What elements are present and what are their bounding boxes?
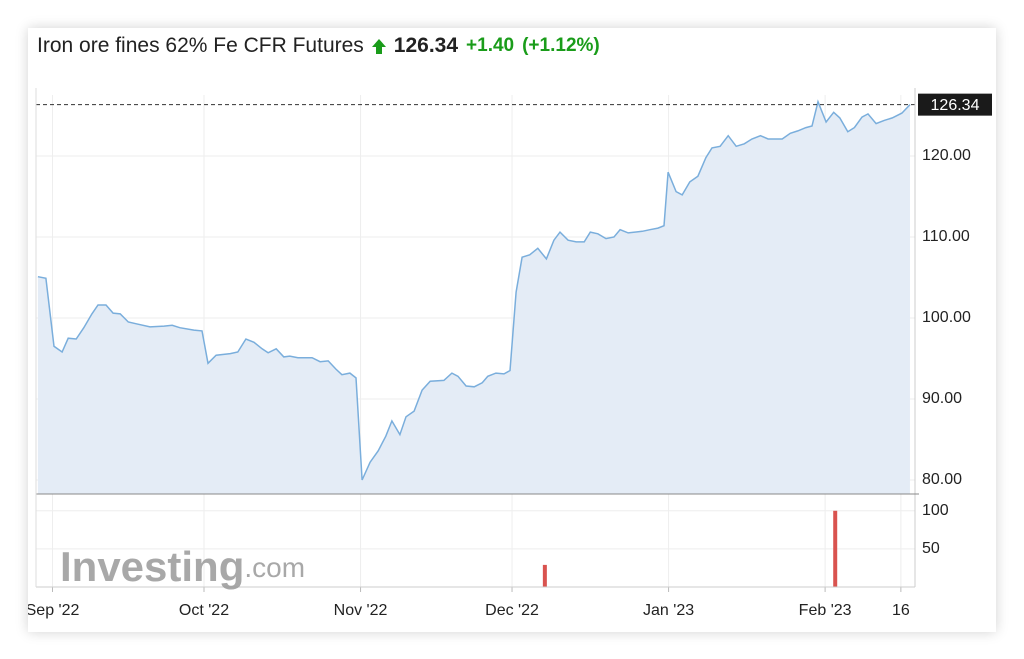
x-tick-label: Sep '22	[26, 602, 80, 619]
last-price-box	[918, 93, 992, 116]
y-tick-label: 100	[922, 502, 949, 519]
y-tick-label: 80.00	[922, 471, 962, 488]
y-tick-label: 110.00	[922, 228, 970, 245]
x-tick-label: Oct '22	[179, 602, 229, 619]
x-tick-label: 16	[892, 602, 910, 619]
y-tick-label: 90.00	[922, 390, 962, 407]
x-tick-label: Feb '23	[799, 602, 852, 619]
change-pct: (+1.12%)	[522, 35, 600, 56]
y-tick-label: 120.00	[922, 147, 971, 164]
up-arrow	[371, 39, 386, 54]
watermark-brand: Investing	[60, 543, 244, 590]
watermark-suffix: .com	[244, 552, 305, 583]
x-tick-label: Dec '22	[485, 602, 539, 619]
y-tick-label: 100.00	[922, 309, 971, 326]
last-price-label: 126.34	[931, 97, 980, 114]
change: +1.40	[466, 35, 515, 56]
header: Iron ore fines 62% Fe CFR Futures 126.34…	[37, 34, 600, 58]
volume-bar	[833, 510, 838, 587]
y-tick-label: 50	[922, 540, 940, 557]
x-tick-label: Nov '22	[334, 602, 388, 619]
plot: 126.34 80.00 90.00 100.00 110.00 120.00 50 100 S…	[26, 88, 992, 619]
price: 126.34	[393, 34, 459, 57]
x-tick-label: Jan '23	[643, 602, 694, 619]
watermark: Investing.com	[60, 543, 305, 590]
volume-bar	[542, 564, 547, 587]
area	[37, 101, 910, 494]
line	[37, 99, 911, 481]
title: Iron ore fines 62% Fe CFR Futures	[37, 34, 364, 57]
